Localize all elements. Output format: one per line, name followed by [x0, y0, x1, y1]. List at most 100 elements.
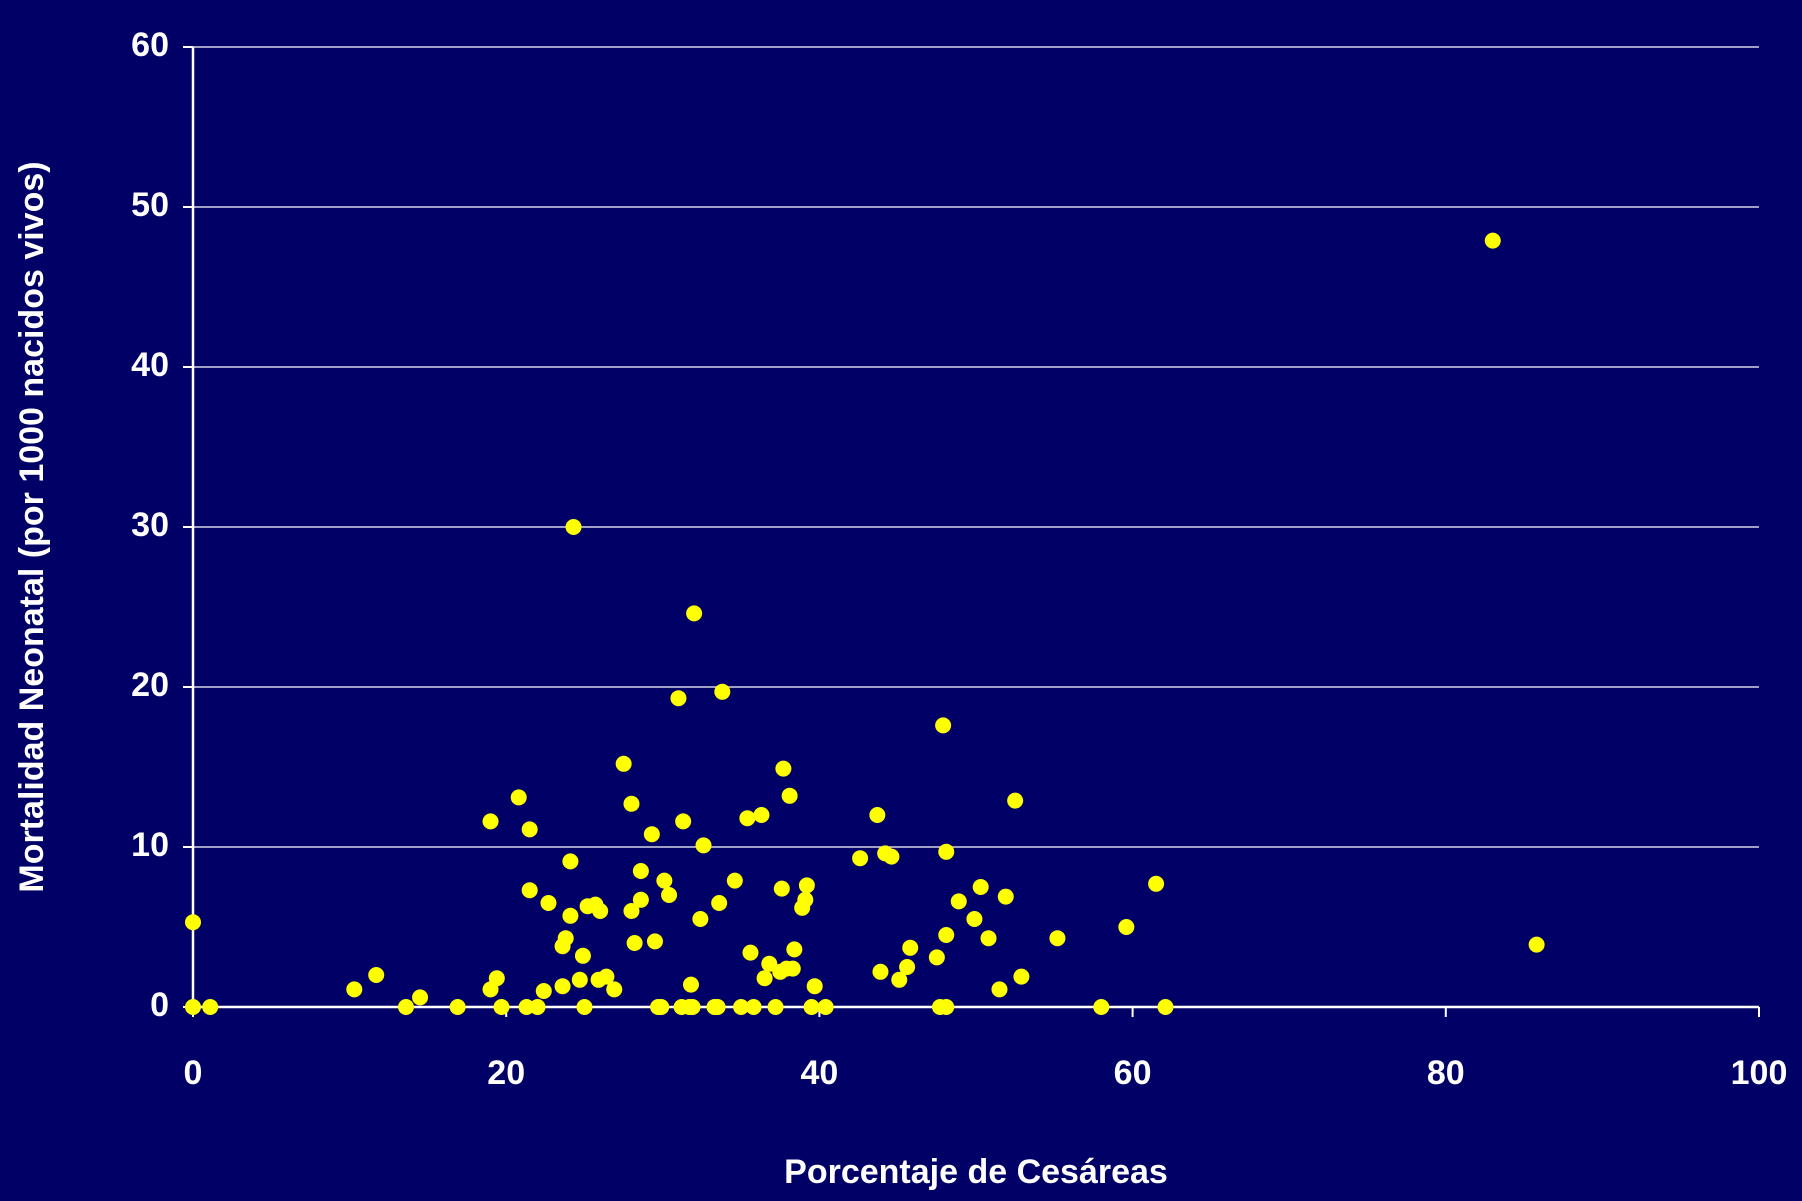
- data-point: [775, 760, 792, 777]
- data-point: [562, 853, 579, 870]
- data-point: [761, 955, 778, 972]
- data-point: [185, 914, 201, 931]
- data-point: [1484, 232, 1501, 249]
- x-tick-label: 100: [1731, 1054, 1788, 1092]
- data-point: [817, 999, 834, 1015]
- data-point: [1093, 999, 1110, 1015]
- data-point: [966, 911, 983, 927]
- data-point: [576, 999, 593, 1015]
- data-point: [739, 810, 756, 827]
- data-point: [767, 999, 784, 1015]
- data-point: [670, 690, 687, 707]
- data-point: [623, 903, 640, 919]
- data-point: [935, 717, 952, 734]
- data-point: [574, 947, 591, 964]
- y-tick-label: 10: [131, 826, 169, 864]
- data-point: [797, 891, 814, 908]
- data-point: [726, 872, 743, 889]
- data-point: [806, 978, 823, 995]
- x-tick-label: 0: [184, 1054, 203, 1092]
- data-point: [756, 970, 773, 987]
- data-point: [899, 959, 916, 975]
- data-point: [661, 887, 678, 903]
- data-point: [656, 872, 673, 889]
- data-point: [803, 999, 820, 1015]
- y-tick-label: 20: [131, 666, 169, 704]
- data-point: [521, 882, 538, 899]
- data-point: [869, 807, 886, 823]
- data-point: [692, 911, 709, 927]
- data-point: [1049, 930, 1066, 947]
- data-point: [972, 879, 989, 895]
- data-point: [938, 927, 955, 943]
- data-point: [540, 895, 557, 911]
- data-point: [686, 605, 703, 622]
- data-point: [1013, 968, 1030, 985]
- data-point: [695, 837, 712, 854]
- y-axis-title: Mortalidad Neonatal (por 1000 nacidos vi…: [13, 161, 51, 892]
- data-point: [623, 795, 640, 812]
- data-point: [562, 907, 579, 924]
- x-tick-label: 20: [487, 1054, 525, 1092]
- x-axis-title: Porcentaje de Cesáreas: [784, 1153, 1168, 1191]
- data-point: [529, 999, 546, 1015]
- data-point: [412, 989, 429, 1006]
- data-point: [684, 999, 701, 1015]
- data-point: [535, 983, 552, 999]
- data-point: [733, 999, 750, 1015]
- data-point: [643, 826, 660, 843]
- data-point: [938, 999, 955, 1015]
- data-point: [891, 971, 908, 988]
- data-point: [745, 999, 762, 1015]
- data-point: [675, 813, 692, 830]
- y-tick-label: 50: [131, 186, 169, 224]
- data-point: [554, 978, 571, 995]
- data-point: [626, 935, 643, 951]
- data-point: [368, 967, 385, 983]
- data-point: [598, 968, 615, 985]
- data-point: [1148, 875, 1165, 892]
- data-point: [571, 971, 588, 988]
- y-tick-label: 0: [150, 986, 169, 1024]
- data-point: [557, 930, 574, 947]
- data-point: [1528, 936, 1545, 953]
- x-tick-label: 80: [1427, 1054, 1465, 1092]
- x-tick-label: 40: [800, 1054, 838, 1092]
- data-point: [711, 895, 728, 911]
- data-point: [449, 999, 466, 1015]
- data-point: [714, 683, 731, 700]
- data-point: [482, 813, 499, 830]
- data-point: [742, 944, 759, 961]
- data-point: [397, 999, 414, 1015]
- data-point: [950, 893, 967, 910]
- data-point: [991, 981, 1008, 998]
- data-point: [493, 999, 510, 1015]
- data-point: [632, 891, 649, 908]
- data-point: [786, 941, 803, 958]
- data-point: [773, 880, 790, 897]
- data-point: [615, 755, 632, 772]
- data-point: [521, 821, 538, 838]
- data-point: [632, 863, 649, 879]
- y-tick-label: 30: [131, 506, 169, 544]
- data-point: [928, 949, 945, 966]
- data-point: [980, 930, 997, 947]
- data-point: [798, 877, 815, 894]
- y-tick-label: 40: [131, 346, 169, 384]
- data-point: [784, 960, 801, 977]
- data-point: [852, 850, 869, 867]
- y-tick-label: 60: [131, 26, 169, 64]
- data-point: [606, 981, 623, 998]
- data-point: [185, 999, 201, 1015]
- data-point: [781, 787, 798, 804]
- data-point: [653, 999, 670, 1015]
- data-point: [646, 933, 663, 950]
- data-point: [753, 807, 770, 823]
- data-point: [1157, 999, 1174, 1015]
- data-point: [202, 999, 219, 1015]
- data-point: [1118, 919, 1135, 935]
- data-point: [709, 999, 726, 1015]
